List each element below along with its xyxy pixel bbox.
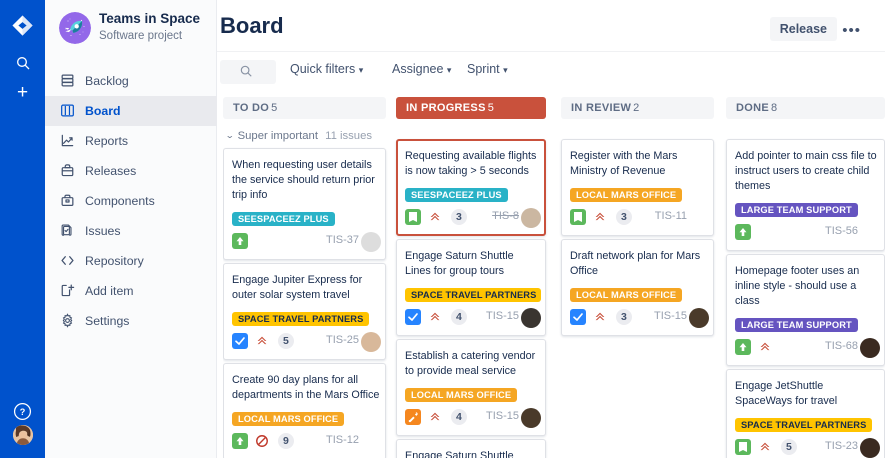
svg-text:?: ? <box>20 407 26 417</box>
